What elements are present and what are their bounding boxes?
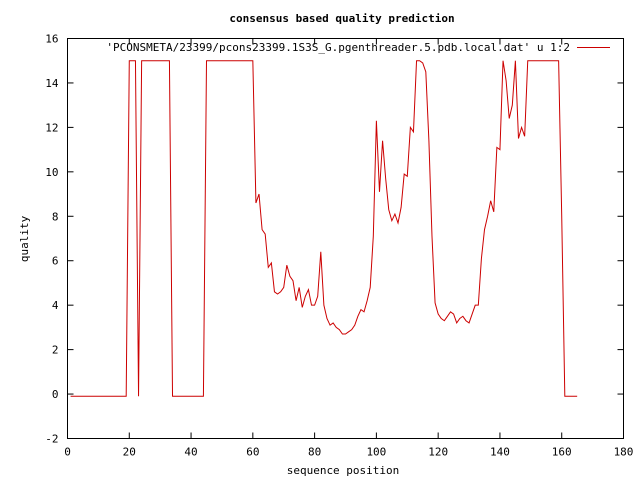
y-tick-label: -2 (45, 433, 58, 446)
y-tick-label: 0 (52, 388, 59, 401)
y-axis-label: quality (18, 215, 31, 262)
x-tick-label: 120 (428, 446, 448, 459)
y-tick-label: 4 (52, 299, 59, 312)
x-ticks: 0 20 40 60 80 100 120 140 160 180 (64, 38, 634, 459)
y-tick-label: 2 (52, 344, 59, 357)
x-tick-label: 60 (246, 446, 259, 459)
chart-title: consensus based quality prediction (229, 12, 454, 25)
x-axis-label: sequence position (287, 464, 400, 477)
x-tick-label: 180 (614, 446, 634, 459)
x-tick-label: 100 (366, 446, 386, 459)
legend: 'PCONSMETA/23399/pcons23399.1S3S_G.pgent… (106, 41, 610, 54)
series-layer (70, 60, 578, 397)
x-tick-label: 40 (184, 446, 197, 459)
y-tick-label: 10 (45, 166, 58, 179)
x-tick-label: 0 (64, 446, 71, 459)
y-tick-label: 16 (45, 33, 58, 46)
y-tick-label: 14 (45, 77, 59, 90)
y-tick-label: 6 (52, 255, 59, 268)
plot-frame (67, 38, 624, 439)
x-tick-label: 160 (552, 446, 572, 459)
series-line (70, 60, 578, 397)
x-tick-label: 140 (490, 446, 510, 459)
y-tick-label: 8 (52, 210, 59, 223)
x-tick-label: 20 (123, 446, 136, 459)
y-ticks: -2 0 2 4 6 8 10 12 14 16 (45, 33, 624, 446)
x-tick-label: 80 (308, 446, 321, 459)
y-tick-label: 12 (45, 121, 58, 134)
legend-label: 'PCONSMETA/23399/pcons23399.1S3S_G.pgent… (106, 41, 570, 54)
